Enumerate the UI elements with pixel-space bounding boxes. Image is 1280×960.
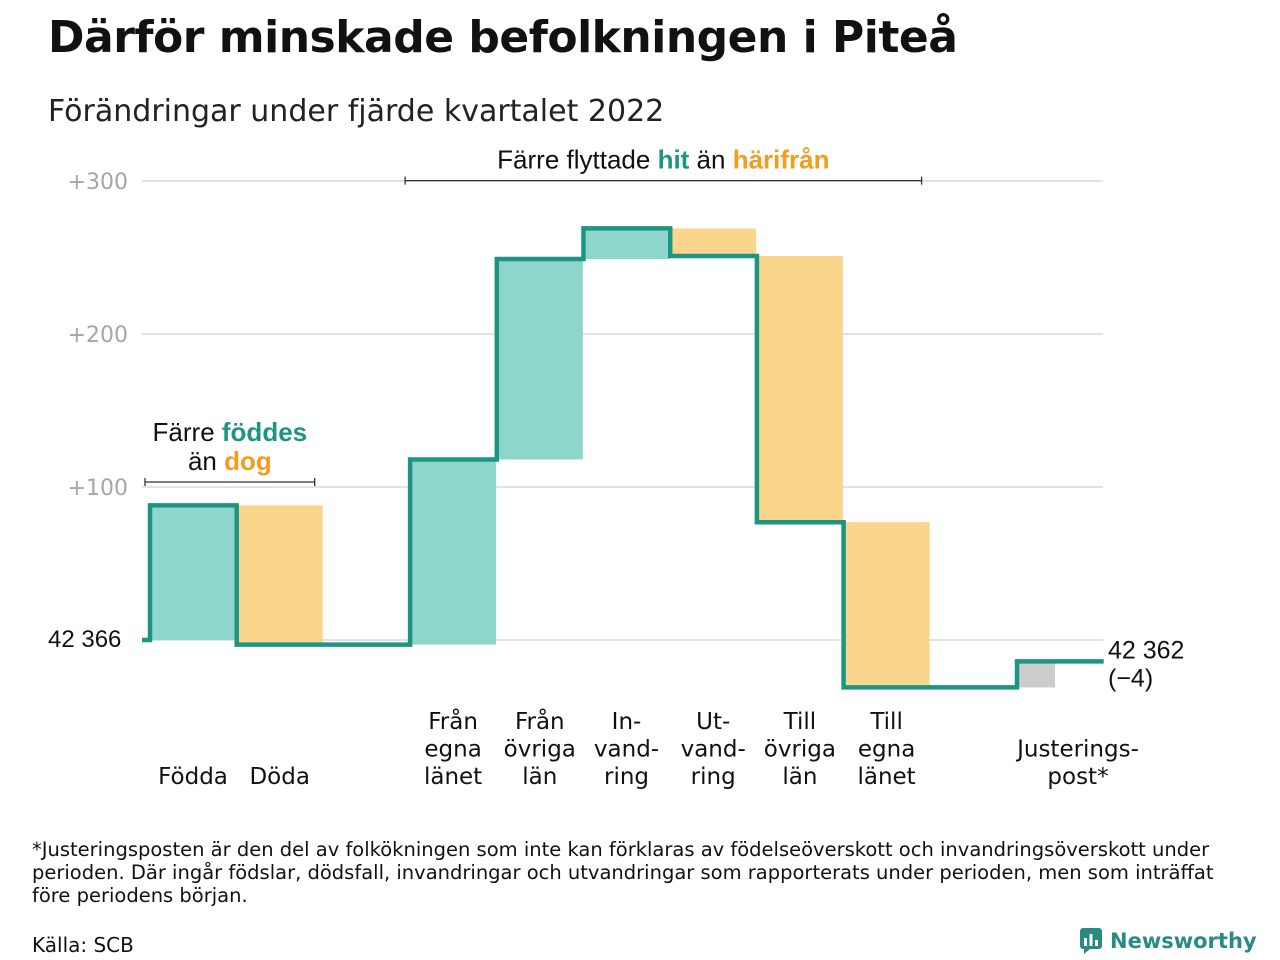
x-tick-label: ring: [691, 764, 736, 790]
brand-name: Newsworthy: [1110, 929, 1257, 953]
x-tick-label: Döda: [249, 764, 309, 790]
cumulative-step-line: [142, 226, 1104, 690]
annotation-segment: föddes: [222, 417, 307, 447]
annotation-segment: Färre: [153, 417, 222, 447]
y-tick-label: +200: [68, 323, 128, 348]
x-tick-label: övriga: [504, 737, 576, 763]
x-tick-label: länet: [857, 764, 915, 790]
waterfall-bar: [150, 505, 236, 640]
x-tick-label: länet: [424, 764, 482, 790]
line-layer: [142, 226, 1104, 690]
footnote: *Justeringsposten är den del av folkökni…: [32, 838, 1214, 907]
x-tick-label: Från: [428, 707, 478, 735]
waterfall-bar: [496, 259, 583, 460]
x-tick-label: In-: [612, 709, 642, 735]
waterfall-bar: [236, 505, 323, 645]
y-tick-label: +300: [68, 170, 128, 195]
annotation-segment: än: [188, 446, 224, 476]
x-tick-label: Från: [515, 707, 565, 735]
x-tick-label: vand-: [681, 737, 746, 763]
x-tick-label: ring: [604, 764, 649, 790]
annotation-segment: än: [689, 145, 732, 175]
annotation-text: Färre föddes: [153, 417, 308, 447]
waterfall-bar: [583, 228, 670, 260]
chart-title: Därför minskade befolkningen i Piteå: [48, 12, 958, 63]
x-tick-label: Till: [869, 709, 903, 735]
annotation-segment: dog: [224, 446, 272, 476]
x-tick-label: vand-: [594, 737, 659, 763]
start-value-label: 42 366: [48, 626, 121, 653]
x-tick-label: Justerings-: [1015, 737, 1139, 763]
x-tick-label: övriga: [764, 737, 836, 763]
annotation-segment: hit: [658, 145, 690, 175]
bar-layer: [150, 228, 1055, 688]
annotation-text: Färre flyttade hit än härifrån: [497, 145, 829, 175]
waterfall-bar: [410, 459, 497, 645]
x-tick-label: län: [782, 764, 817, 790]
end-change-label: (−4): [1108, 664, 1153, 692]
y-tick-label: +100: [68, 476, 128, 501]
x-tick-label: Ut-: [696, 709, 730, 735]
annotation-text: än dog: [188, 446, 272, 476]
waterfall-bar: [670, 228, 757, 256]
brand[interactable]: Newsworthy: [1080, 928, 1257, 954]
x-tick-label: egna: [424, 737, 481, 763]
x-tick-label: Födda: [158, 764, 228, 790]
annotation-segment: härifrån: [733, 145, 830, 175]
end-value-label: 42 362: [1108, 636, 1184, 664]
x-tick-label: Till: [783, 709, 817, 735]
newsworthy-logo-icon: [1080, 928, 1102, 954]
waterfall-bar: [843, 522, 930, 688]
annotation-segment: Färre flyttade: [497, 145, 657, 175]
source-label: Källa: SCB: [32, 933, 134, 957]
x-tick-label: post*: [1047, 764, 1108, 790]
x-tick-label: egna: [858, 737, 915, 763]
x-tick-label: län: [522, 764, 557, 790]
waterfall-bar: [1017, 661, 1055, 688]
waterfall-bar: [756, 255, 843, 523]
chart-subtitle: Förändringar under fjärde kvartalet 2022: [48, 94, 665, 129]
